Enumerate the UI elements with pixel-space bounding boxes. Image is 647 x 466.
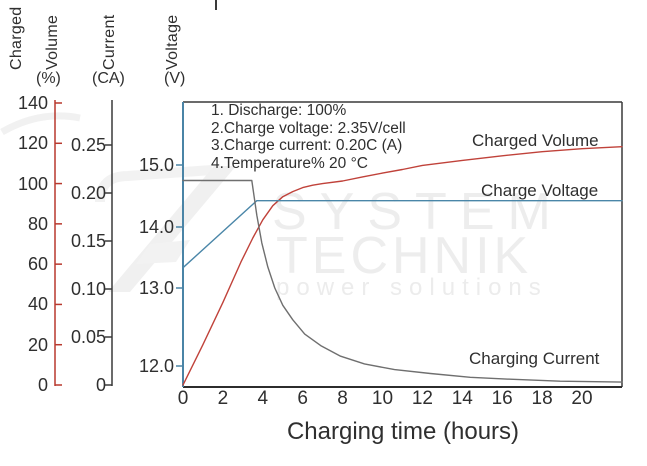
tick-label: 0	[177, 388, 189, 409]
tick-label: 12.0	[138, 356, 174, 376]
tick-label: 4	[257, 388, 269, 409]
tick-label: 60	[27, 254, 48, 275]
annotation-line: 2.Charge voltage: 2.35V/cell	[211, 119, 406, 137]
curve-charge-voltage	[182, 199, 623, 269]
axis-header-volume: Volume	[44, 14, 61, 70]
tick-label: 100	[17, 173, 48, 194]
tick-label: 120	[17, 133, 48, 154]
tick-label: 0.15	[70, 231, 106, 251]
tick-label: 15.0	[138, 155, 174, 175]
charging-current-curve-label: Charging Current	[469, 349, 600, 368]
axis-header-charged: Charged	[8, 6, 25, 70]
charge-voltage-curve-label: Charge Voltage	[481, 181, 599, 200]
tick-label: 20	[571, 388, 593, 409]
tick-label: 0	[37, 375, 48, 395]
x-axis-title: Charging time (hours)	[286, 418, 520, 445]
tick-label: 12	[411, 388, 433, 409]
tick-label: 13.0	[138, 278, 174, 298]
annotation-line: 3.Charge current: 0.20C (A)	[211, 137, 403, 154]
axis-header-voltage: Voltage	[164, 14, 181, 70]
tick-label: 80	[27, 213, 48, 234]
axis-unit-v: (V)	[164, 70, 186, 87]
tick-label: 0.05	[70, 327, 106, 347]
annotation-line: 4.Temperature% 20 °C	[211, 154, 368, 172]
tick-label: 18	[531, 388, 553, 409]
charge-conditions-annotation: 1. Discharge: 100% 2.Charge voltage: 2.35…	[211, 102, 406, 172]
watermark-text-technik: TECHNIK	[276, 227, 533, 285]
watermark-text-system: SYSTEM	[272, 183, 564, 241]
curve-charging-current	[182, 179, 623, 383]
curve-charged-volume	[182, 145, 623, 386]
tick-label: 2	[217, 388, 229, 409]
tick-label: 8	[337, 388, 348, 409]
tick-label: 0.10	[70, 279, 106, 299]
axis-unit-ca: (CA)	[92, 70, 125, 87]
annotation-line: 1. Discharge: 100%	[211, 102, 347, 119]
tick-label: 14	[451, 388, 473, 409]
tick-label: 10	[371, 388, 394, 409]
axis-unit-percent: (%)	[36, 70, 61, 87]
tick-label: 14.0	[138, 217, 174, 237]
watermark-text-power-solutions: power solutions	[276, 274, 548, 301]
tick-label: 40	[27, 294, 48, 315]
tick-label: 20	[27, 334, 48, 355]
axis-header-current: Current	[101, 14, 118, 70]
tick-label: 0.25	[70, 135, 106, 155]
charged-volume-curve-label: Charged Volume	[472, 131, 599, 150]
tick-label: 16	[491, 388, 513, 409]
tick-label: 6	[297, 388, 308, 409]
tick-label: 0.20	[70, 183, 106, 203]
cropped-title-artifact	[215, 0, 217, 10]
tick-label: 0	[95, 375, 106, 395]
tick-label: 140	[17, 92, 48, 113]
